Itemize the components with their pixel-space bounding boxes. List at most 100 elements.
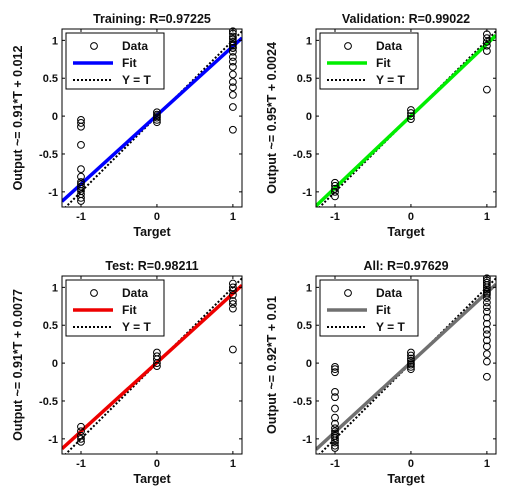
- data-point: [77, 427, 85, 436]
- data-point: [407, 348, 415, 357]
- axes-frame: [315, 28, 497, 208]
- y-tick-label: -0.5: [293, 396, 312, 408]
- y-tick-label: -0.5: [293, 149, 312, 161]
- data-point: [228, 37, 237, 46]
- data-point: [482, 319, 491, 328]
- x-tick-label: 1: [230, 211, 236, 223]
- legend-label-data: Data: [376, 286, 402, 300]
- x-tick-label: -1: [76, 458, 86, 470]
- data-point: [331, 427, 339, 436]
- data-point: [331, 181, 339, 190]
- data-point: [331, 419, 339, 428]
- legend-label-identity: Y = T: [376, 320, 405, 334]
- data-point: [228, 27, 237, 36]
- data-point: [482, 298, 491, 307]
- data-point: [331, 393, 339, 402]
- data-point: [228, 47, 237, 56]
- data-point: [407, 354, 415, 363]
- y-tick-label: 0.5: [297, 73, 312, 85]
- y-tick-label: -1: [48, 187, 58, 199]
- data-point: [228, 103, 237, 111]
- data-point: [331, 404, 339, 413]
- data-point: [407, 365, 415, 374]
- data-point: [77, 182, 85, 191]
- chart-panel-4: -1 0 1 -1 -0.5 0 0.5 1 All: R=0.97629 Target Outpu…: [265, 259, 497, 486]
- data-point: [331, 424, 339, 433]
- x-tick-label: 0: [408, 211, 414, 223]
- y-tick-label: 0: [52, 358, 58, 370]
- data-point: [228, 70, 237, 79]
- data-point: [228, 62, 237, 71]
- x-tick-label: -1: [330, 458, 340, 470]
- y-tick-label: 0.5: [43, 73, 58, 85]
- axes-frame: [315, 275, 497, 455]
- data-point: [331, 178, 339, 187]
- fit-line: [62, 36, 242, 203]
- legend-label-data: Data: [122, 286, 148, 300]
- data-point: [228, 83, 237, 92]
- data-point: [407, 112, 415, 121]
- legend-label-fit: Fit: [376, 56, 391, 70]
- chart-title: Validation: R=0.99022: [342, 12, 470, 26]
- data-point: [77, 115, 85, 124]
- data-point: [228, 41, 237, 50]
- x-tick-label: 0: [154, 211, 160, 223]
- y-tick-label: 1: [306, 35, 312, 47]
- y-axis-label: Output ~= 0.92*T + 0.01: [265, 296, 279, 434]
- legend-label-data: Data: [122, 39, 148, 53]
- x-tick-label: 0: [154, 458, 160, 470]
- y-axis-label: Output ~= 0.91*T + 0.012: [11, 46, 25, 191]
- x-tick-label: 1: [484, 458, 490, 470]
- data-point: [228, 297, 237, 305]
- data-point: [331, 192, 339, 201]
- data-point: [228, 44, 237, 52]
- data-point: [153, 108, 161, 117]
- legend-label-identity: Y = T: [376, 73, 405, 87]
- chart-title: Training: R=0.97225: [93, 12, 211, 26]
- legend: Data Fit Y = T: [65, 279, 165, 337]
- data-point: [77, 178, 85, 186]
- axes-frame: [61, 275, 243, 455]
- data-point: [331, 431, 339, 440]
- data-point: [331, 413, 339, 422]
- data-point: [331, 387, 339, 396]
- data-point: [407, 106, 415, 114]
- x-tick-label: 1: [484, 211, 490, 223]
- data-point: [228, 300, 237, 308]
- y-tick-label: -1: [302, 187, 312, 199]
- chart-title: All: R=0.97629: [363, 259, 448, 273]
- data-point: [407, 356, 415, 365]
- y-tick-label: 1: [52, 282, 58, 294]
- data-point: [482, 330, 491, 339]
- y-tick-label: 0: [306, 358, 312, 370]
- legend: Data Fit Y = T: [319, 32, 419, 90]
- data-point: [482, 37, 491, 46]
- data-point: [77, 140, 85, 149]
- data-point: [407, 362, 415, 371]
- legend: Data Fit Y = T: [319, 279, 419, 337]
- axes-frame: [61, 28, 243, 208]
- y-tick-label: 1: [52, 35, 58, 47]
- data-point: [228, 32, 237, 41]
- legend-data-marker: [90, 42, 98, 50]
- legend-data-marker: [344, 289, 352, 297]
- x-tick-label: 1: [230, 458, 236, 470]
- data-point: [77, 165, 85, 174]
- x-axis-label: Target: [387, 472, 425, 486]
- chart-title: Test: R=0.98211: [105, 259, 198, 273]
- data-point: [482, 325, 491, 334]
- legend-label-identity: Y = T: [122, 73, 151, 87]
- data-point: [482, 41, 491, 50]
- data-point: [482, 289, 491, 298]
- y-tick-label: -0.5: [39, 149, 58, 161]
- data-point: [482, 283, 491, 292]
- data-point: [482, 294, 491, 302]
- data-point: [77, 437, 85, 446]
- y-tick-label: 0: [52, 111, 58, 123]
- data-point: [482, 372, 491, 381]
- data-point: [407, 359, 415, 368]
- fit-line: [316, 34, 496, 207]
- data-point: [407, 115, 415, 124]
- y-tick-label: 0.5: [43, 320, 58, 332]
- data-point: [331, 184, 339, 193]
